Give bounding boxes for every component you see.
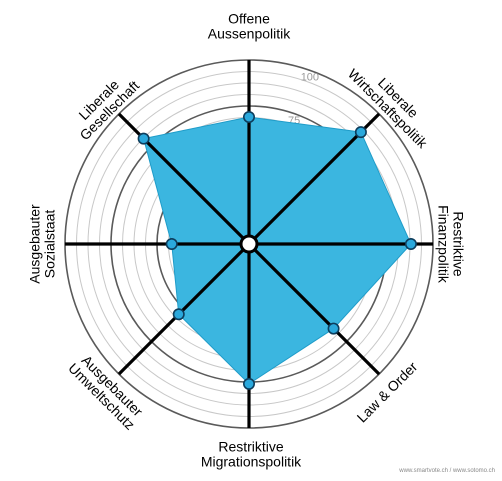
data-point xyxy=(165,238,178,251)
axis-label-line: Restriktive xyxy=(218,439,284,455)
axis-lines xyxy=(65,60,433,428)
data-point xyxy=(243,111,256,124)
series-area xyxy=(142,116,412,385)
tick-label: 100 xyxy=(301,72,319,84)
series-polygon xyxy=(142,116,412,385)
chart-center xyxy=(239,234,259,254)
series-points xyxy=(137,111,417,390)
axis-line xyxy=(247,242,381,376)
footer-credit: www.smartvote.ch / www.sotomo.ch xyxy=(398,468,495,474)
data-point xyxy=(354,126,367,139)
axis-label-line: Law & Order xyxy=(354,358,421,425)
axis-label-line: Ausgebauter xyxy=(27,204,43,284)
axis-label-line: Finanzpolitik xyxy=(436,205,452,284)
data-point xyxy=(172,308,185,321)
center-marker xyxy=(239,234,259,254)
axis-label-line: Aussenpolitik xyxy=(208,26,291,42)
axis-label: Law & Order xyxy=(354,358,421,425)
axis-label-line: Restriktive xyxy=(451,211,467,277)
data-point xyxy=(404,238,417,251)
data-point xyxy=(137,132,150,145)
axis-label-line: Sozialstaat xyxy=(42,210,58,279)
axis-line xyxy=(117,242,251,376)
axis-label-line: Migrationspolitik xyxy=(201,454,302,470)
axis-label: Ausgebauter Sozialstaat xyxy=(27,204,58,284)
data-point xyxy=(327,322,340,335)
axis-label-line: Offene xyxy=(228,11,270,27)
data-point xyxy=(243,377,256,390)
